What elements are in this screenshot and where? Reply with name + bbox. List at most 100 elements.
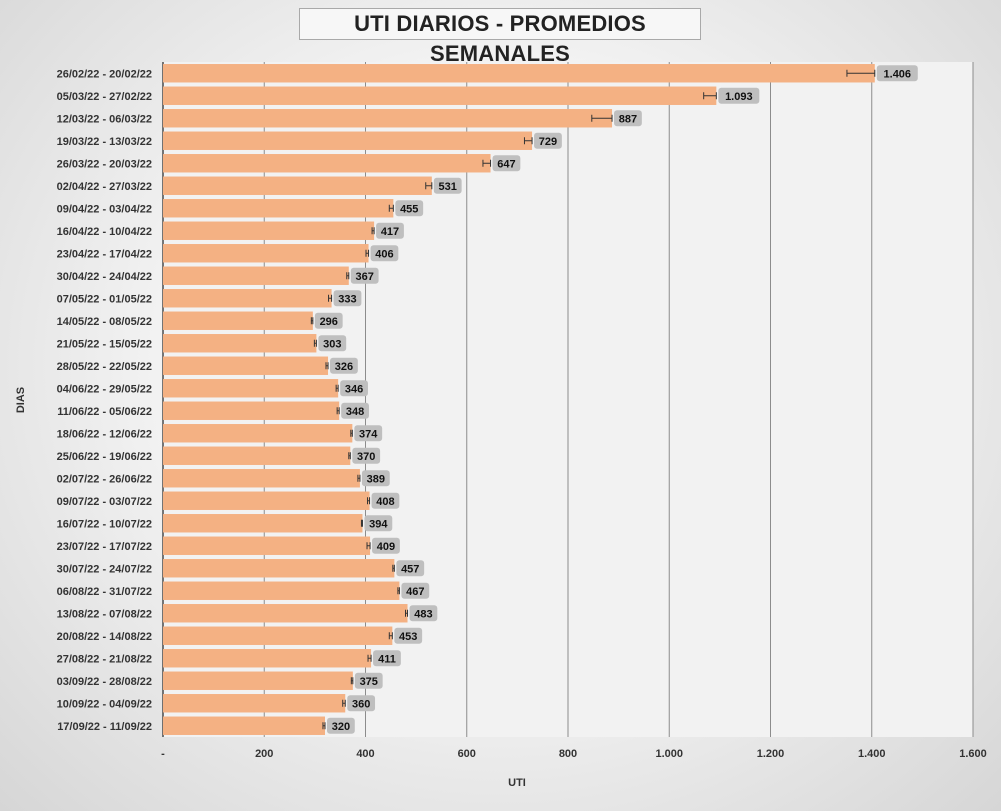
bar bbox=[163, 64, 875, 83]
bar bbox=[163, 581, 400, 600]
category-label: 30/04/22 - 24/04/22 bbox=[57, 271, 152, 283]
data-label: 455 bbox=[400, 203, 418, 215]
category-label: 27/08/22 - 21/08/22 bbox=[57, 653, 152, 665]
category-label: 14/05/22 - 08/05/22 bbox=[57, 316, 152, 328]
data-label-box bbox=[361, 470, 390, 487]
bar bbox=[163, 401, 340, 420]
bar bbox=[163, 424, 353, 443]
data-label-box bbox=[534, 132, 562, 149]
bar bbox=[163, 109, 613, 128]
data-label-box bbox=[354, 672, 383, 689]
category-label: 16/04/22 - 10/04/22 bbox=[57, 226, 152, 238]
bar bbox=[163, 311, 313, 330]
x-axis-title: UTI bbox=[508, 777, 526, 789]
data-label: 326 bbox=[335, 361, 353, 373]
chart-title: UTI DIARIOS - PROMEDIOS SEMANALES bbox=[299, 8, 701, 66]
category-label: 04/06/22 - 29/05/22 bbox=[57, 383, 152, 395]
bar bbox=[163, 176, 432, 195]
bar bbox=[163, 671, 353, 690]
data-label-box bbox=[352, 447, 381, 464]
data-label: 409 bbox=[377, 541, 395, 553]
data-label-box bbox=[372, 537, 400, 554]
bar bbox=[163, 536, 371, 555]
data-label: 375 bbox=[360, 676, 378, 688]
category-label: 05/03/22 - 27/02/22 bbox=[57, 91, 152, 103]
data-label: 348 bbox=[346, 406, 364, 418]
data-label: 417 bbox=[381, 226, 399, 238]
data-label-box bbox=[492, 155, 521, 172]
data-label: 389 bbox=[367, 473, 385, 485]
data-label-box bbox=[333, 290, 362, 307]
data-label: 360 bbox=[352, 698, 370, 710]
data-label: 647 bbox=[497, 158, 515, 170]
category-label: 12/03/22 - 06/03/22 bbox=[57, 113, 152, 125]
data-label: 320 bbox=[332, 721, 350, 733]
data-label: 303 bbox=[323, 338, 341, 350]
category-label: 10/09/22 - 04/09/22 bbox=[57, 698, 152, 710]
category-label: 28/05/22 - 22/05/22 bbox=[57, 361, 152, 373]
category-label: 16/07/22 - 10/07/22 bbox=[57, 518, 152, 530]
data-label-box bbox=[396, 560, 425, 577]
data-label: 333 bbox=[338, 293, 356, 305]
data-label-box bbox=[718, 87, 760, 104]
data-label-box bbox=[373, 650, 401, 667]
data-label: 296 bbox=[320, 316, 338, 328]
data-label-box bbox=[409, 605, 438, 622]
x-tick-label: 1.000 bbox=[655, 748, 683, 760]
data-label: 406 bbox=[375, 248, 393, 260]
data-label-box bbox=[350, 267, 379, 284]
data-label: 457 bbox=[401, 563, 419, 575]
data-label: 370 bbox=[357, 451, 375, 463]
data-label: 483 bbox=[414, 608, 432, 620]
data-label-box bbox=[614, 110, 642, 127]
category-label: 20/08/22 - 14/08/22 bbox=[57, 631, 152, 643]
data-label-box bbox=[876, 65, 918, 82]
category-label: 17/09/22 - 11/09/22 bbox=[57, 721, 152, 733]
bars bbox=[163, 64, 876, 735]
category-label: 09/04/22 - 03/04/22 bbox=[57, 203, 152, 215]
bar bbox=[163, 559, 395, 578]
x-tick-label: 800 bbox=[559, 748, 577, 760]
data-label: 729 bbox=[539, 136, 557, 148]
bar bbox=[163, 86, 717, 105]
data-label-box bbox=[347, 695, 376, 712]
category-label: 13/08/22 - 07/08/22 bbox=[57, 608, 152, 620]
labels: - 200 400 600 800 1.000 1.200 1.400 1.600 1.406 26… bbox=[57, 65, 987, 760]
category-label: 26/02/22 - 20/02/22 bbox=[57, 68, 152, 80]
bar bbox=[163, 626, 393, 645]
bar bbox=[163, 356, 329, 375]
category-label: 03/09/22 - 28/08/22 bbox=[57, 676, 152, 688]
bar bbox=[163, 334, 317, 353]
data-label: 531 bbox=[439, 181, 457, 193]
category-label: 02/04/22 - 27/03/22 bbox=[57, 181, 152, 193]
data-label-box bbox=[376, 222, 404, 239]
x-tick-label: 400 bbox=[356, 748, 374, 760]
bar bbox=[163, 469, 360, 488]
x-tick-label: 600 bbox=[458, 748, 476, 760]
data-label-box bbox=[364, 515, 393, 532]
bar bbox=[163, 266, 349, 285]
y-axis-title: DIAS bbox=[15, 387, 27, 413]
category-label: 19/03/22 - 13/03/22 bbox=[57, 136, 152, 148]
data-label: 453 bbox=[399, 631, 417, 643]
bar bbox=[163, 491, 370, 510]
data-label-box bbox=[354, 425, 383, 442]
category-label: 23/04/22 - 17/04/22 bbox=[57, 248, 152, 260]
category-label: 30/07/22 - 24/07/22 bbox=[57, 563, 152, 575]
data-label-box bbox=[370, 245, 399, 262]
data-label-box bbox=[314, 312, 343, 329]
data-label-box bbox=[395, 200, 424, 217]
x-tick-label: 1.400 bbox=[858, 748, 886, 760]
data-label: 887 bbox=[619, 113, 637, 125]
x-tick-label: 1.200 bbox=[757, 748, 785, 760]
data-label-box bbox=[340, 380, 368, 397]
data-label: 1.406 bbox=[884, 68, 912, 80]
data-label-box bbox=[433, 177, 462, 194]
data-label: 1.093 bbox=[725, 91, 753, 103]
category-label: 25/06/22 - 19/06/22 bbox=[57, 451, 152, 463]
category-label: 07/05/22 - 01/05/22 bbox=[57, 293, 152, 305]
data-label-box bbox=[327, 717, 355, 734]
bar bbox=[163, 244, 369, 263]
bar bbox=[163, 694, 346, 713]
